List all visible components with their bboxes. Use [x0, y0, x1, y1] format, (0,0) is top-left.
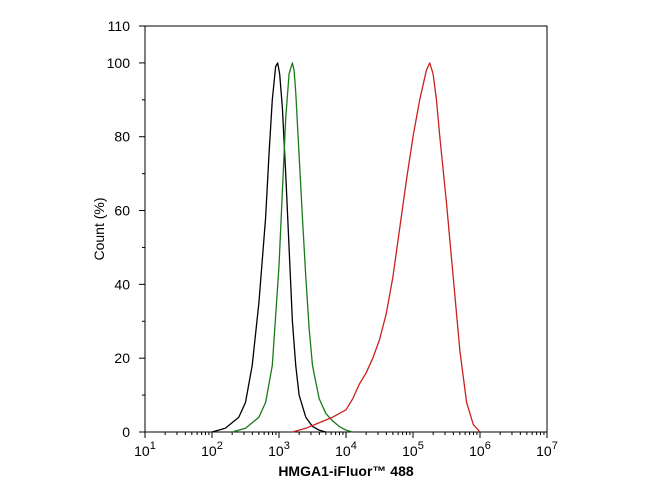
x-axis: 101 102 103 104 105 106 107: [134, 432, 558, 459]
y-tick-label: 110: [108, 18, 131, 34]
y-tick-label: 20: [114, 350, 130, 366]
series-line-red: [292, 62, 481, 433]
series-line-black: [211, 62, 327, 433]
y-tick-label: 40: [114, 276, 130, 292]
x-tick-label: 103: [268, 440, 290, 459]
y-tick-label: 100: [107, 55, 131, 71]
x-tick-label: 104: [335, 440, 357, 459]
plot-frame: [144, 25, 548, 433]
x-tick-label: 107: [536, 440, 558, 459]
series-layer: [211, 62, 481, 433]
x-axis-title: HMGA1-iFluor™ 488: [278, 463, 414, 479]
series-line-green: [231, 62, 353, 433]
y-tick-label: 80: [114, 129, 130, 145]
x-tick-label: 105: [402, 440, 424, 459]
x-tick-label: 102: [201, 440, 223, 459]
y-tick-label: 0: [122, 424, 130, 440]
y-tick-label: 60: [114, 203, 130, 219]
y-axis: 0 20 40 60 80 100 110: [107, 18, 145, 440]
y-axis-title: Count (%): [91, 197, 107, 260]
x-tick-label: 106: [469, 440, 491, 459]
x-tick-label: 101: [134, 440, 156, 459]
